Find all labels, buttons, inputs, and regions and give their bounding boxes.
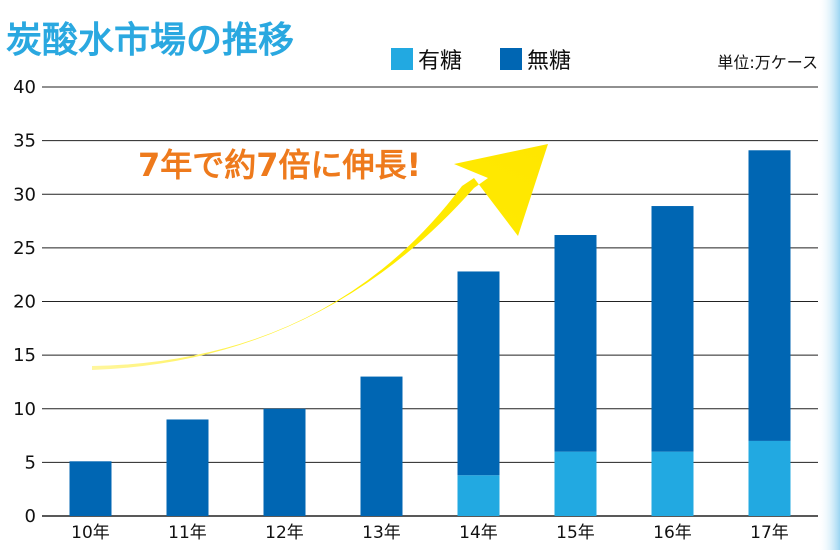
y-tick-label: 40 bbox=[13, 77, 36, 98]
bar-segment-unsweetened bbox=[360, 376, 403, 516]
x-tick-label: 14年 bbox=[459, 523, 498, 543]
x-tick-label: 15年 bbox=[556, 523, 595, 543]
y-tick-label: 20 bbox=[13, 292, 36, 313]
unit-label: 単位:万ケース bbox=[717, 53, 818, 72]
growth-arrow bbox=[92, 144, 548, 370]
y-tick-label: 0 bbox=[25, 506, 36, 527]
y-tick-label: 35 bbox=[13, 131, 36, 152]
legend: 有糖 無糖 bbox=[391, 48, 571, 74]
y-axis-ticks: 0 5 10 15 20 25 30 35 40 bbox=[13, 77, 36, 527]
bar-segment-sweetened bbox=[554, 451, 597, 516]
growth-annotation: 7年で約7倍に伸長! bbox=[138, 146, 421, 184]
y-tick-label: 30 bbox=[13, 184, 36, 205]
bar-segment-unsweetened bbox=[748, 150, 791, 441]
bar-segment-sweetened bbox=[457, 475, 500, 516]
legend-label-1: 無糖 bbox=[527, 49, 571, 74]
bar-segment-unsweetened bbox=[69, 461, 112, 516]
x-tick-label: 12年 bbox=[265, 523, 304, 543]
bar-segment-unsweetened bbox=[554, 235, 597, 452]
x-tick-label: 13年 bbox=[362, 523, 401, 543]
y-tick-label: 10 bbox=[13, 399, 36, 420]
y-tick-label: 15 bbox=[13, 345, 36, 366]
bar-segment-unsweetened bbox=[651, 206, 694, 452]
x-tick-label: 10年 bbox=[71, 523, 110, 543]
bar-segment-unsweetened bbox=[457, 271, 500, 476]
legend-swatch-1 bbox=[500, 48, 522, 70]
y-tick-label: 25 bbox=[13, 238, 36, 259]
y-tick-label: 5 bbox=[25, 452, 36, 473]
x-tick-label: 17年 bbox=[750, 523, 789, 543]
x-tick-label: 16年 bbox=[653, 523, 692, 543]
x-tick-label: 11年 bbox=[168, 523, 207, 543]
x-axis-labels: 10年 11年 12年 13年 14年 15年 16年 17年 bbox=[71, 523, 789, 543]
bar-segment-sweetened bbox=[651, 451, 694, 516]
bar-segment-unsweetened bbox=[263, 408, 306, 516]
bar-segment-unsweetened bbox=[166, 419, 209, 516]
chart-title: 炭酸水市場の推移 bbox=[6, 20, 294, 61]
right-edge-decoration bbox=[818, 0, 840, 550]
legend-swatch-0 bbox=[391, 48, 413, 70]
bar-segment-sweetened bbox=[748, 440, 791, 516]
bars bbox=[69, 150, 791, 516]
legend-label-0: 有糖 bbox=[418, 49, 462, 74]
